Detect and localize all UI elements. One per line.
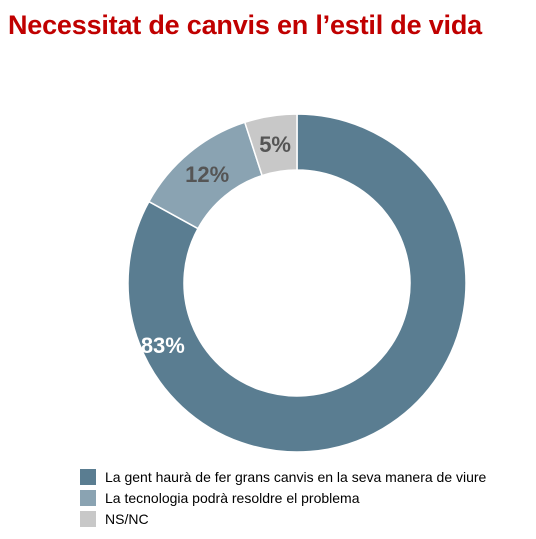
legend-item-people-change: La gent haurà de fer grans canvis en la … [80, 466, 486, 487]
legend-label-people-change: La gent haurà de fer grans canvis en la … [105, 468, 487, 485]
legend-label-ns-nc: NS/NC [105, 510, 149, 527]
slice-ns-nc [243, 113, 298, 177]
chart-title: Necessitat de canvis en l’estil de vida [8, 10, 482, 40]
legend-label-technology: La tecnologia podrà resoldre el problema [105, 489, 360, 506]
slice-label-ns-nc: 5% [259, 132, 291, 157]
donut-chart: 83% 12% 5% [127, 113, 467, 453]
legend-item-ns-nc: NS/NC [80, 508, 486, 529]
slice-label-technology: 12% [185, 162, 229, 187]
legend-swatch-technology [80, 489, 96, 506]
legend-swatch-ns-nc [80, 510, 96, 527]
legend: La gent haurà de fer grans canvis en la … [80, 466, 486, 529]
slice-label-people-change: 83% [141, 333, 185, 358]
slice-people-change [127, 113, 467, 453]
legend-item-technology: La tecnologia podrà resoldre el problema [80, 487, 486, 508]
legend-swatch-people-change [80, 468, 96, 485]
